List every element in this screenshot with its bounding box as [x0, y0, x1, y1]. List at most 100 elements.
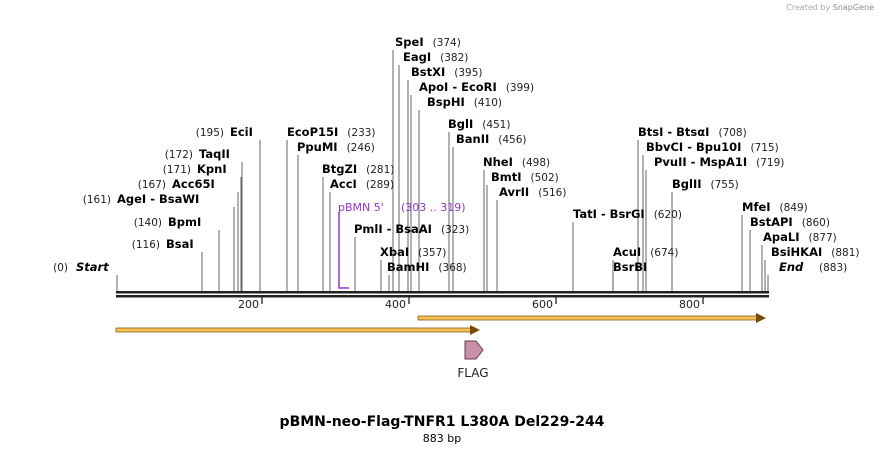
enzyme-position: (323)	[441, 224, 469, 236]
enzyme-site[interactable]: BsrBI	[613, 260, 647, 274]
enzyme-position: (674)	[650, 247, 678, 259]
enzyme-site[interactable]: BspHI (410)	[427, 95, 502, 109]
ruler-label-600: 600	[532, 298, 553, 311]
enzyme-site[interactable]: BbvCI - Bpu10I (715)	[646, 140, 779, 154]
enzyme-name: BtsI - BtsαI	[638, 125, 709, 139]
enzyme-position: (502)	[531, 172, 559, 184]
end-marker-name: Start	[76, 260, 109, 274]
enzyme-position: (399)	[506, 82, 534, 94]
enzyme-site[interactable]: AvrII (516)	[499, 185, 566, 199]
orf-1-arrowhead	[470, 325, 480, 335]
enzyme-name: MfeI	[742, 200, 771, 214]
enzyme-name: BspHI	[427, 95, 465, 109]
backbone-bottom-strand	[116, 295, 769, 298]
end-marker-name: End	[779, 260, 804, 274]
flag-arrow-shape	[464, 340, 484, 360]
enzyme-position: (395)	[454, 67, 482, 79]
enzyme-position: (708)	[718, 127, 746, 139]
enzyme-site[interactable]: BpmI (140)	[134, 215, 202, 229]
enzyme-position: (877)	[809, 232, 837, 244]
enzyme-position: (172)	[165, 149, 193, 161]
feature-flag[interactable]: FLAG	[457, 340, 489, 380]
enzyme-site[interactable]: KpnI (171)	[163, 162, 227, 176]
enzyme-site[interactable]: ApaLI (877)	[763, 230, 837, 244]
construct-length: 883 bp	[422, 432, 462, 445]
enzyme-site[interactable]: BsiHKAI (881)	[771, 245, 860, 259]
enzyme-position: (246)	[347, 142, 375, 154]
enzyme-site[interactable]: Acc65I (167)	[138, 177, 215, 191]
cut-site-labels: BsaI (116) BpmI (140) AgeI - BsaWI (161) Acc65…	[53, 35, 859, 274]
enzyme-site[interactable]: PpuMI (246)	[297, 140, 375, 154]
enzyme-site[interactable]: BsaI (116)	[132, 237, 194, 251]
enzyme-position: (374)	[433, 37, 461, 49]
enzyme-position: (456)	[498, 134, 526, 146]
enzyme-name: AvrII	[499, 185, 529, 199]
orf-arrow-1[interactable]	[115, 325, 480, 335]
primer-pbmn-5[interactable]: pBMN 5' (303 .. 319)	[338, 201, 466, 289]
enzyme-name: PmlI - BsaAI	[354, 222, 432, 236]
orf-2-body	[417, 315, 759, 321]
enzyme-name: BamHI	[387, 260, 429, 274]
enzyme-site[interactable]: BtsI - BtsαI (708)	[638, 125, 747, 139]
enzyme-name: KpnI	[197, 162, 227, 176]
enzyme-site[interactable]: BglII (755)	[672, 177, 739, 191]
enzyme-site[interactable]: BtgZI (281)	[322, 162, 394, 176]
enzyme-name: PvuII - MspA1I	[654, 155, 747, 169]
enzyme-site[interactable]: PvuII - MspA1I (719)	[654, 155, 784, 169]
sequence-start: Start (0)	[53, 260, 109, 274]
enzyme-site[interactable]: EcoP15I (233)	[287, 125, 376, 139]
primer-bracket	[338, 212, 349, 289]
enzyme-site[interactable]: PmlI - BsaAI (323)	[354, 222, 469, 236]
orf-2-arrowhead	[756, 313, 766, 323]
enzyme-name: BstXI	[411, 65, 445, 79]
enzyme-name: BbvCI - Bpu10I	[646, 140, 741, 154]
construct-title: pBMN-neo-Flag-TNFR1 L380A Del229-244	[279, 414, 605, 430]
enzyme-site[interactable]: BglI (451)	[448, 117, 510, 131]
enzyme-site[interactable]: EagI (382)	[403, 50, 468, 64]
enzyme-site[interactable]: SpeI (374)	[395, 35, 461, 49]
end-marker-position: (883)	[819, 262, 847, 274]
enzyme-position: (860)	[802, 217, 830, 229]
enzyme-site[interactable]: BstAPI (860)	[750, 215, 830, 229]
enzyme-position: (755)	[711, 179, 739, 191]
enzyme-position: (849)	[780, 202, 808, 214]
enzyme-name: BmtI	[491, 170, 522, 184]
enzyme-site[interactable]: XbaI (357)	[380, 245, 446, 259]
enzyme-name: XbaI	[380, 245, 409, 259]
enzyme-name: EciI	[230, 125, 253, 139]
enzyme-site[interactable]: AgeI - BsaWI (161)	[83, 192, 200, 206]
enzyme-site[interactable]: AcuI (674)	[613, 245, 678, 259]
enzyme-site[interactable]: MfeI (849)	[742, 200, 808, 214]
flag-label: FLAG	[457, 366, 488, 380]
enzyme-name: TaqII	[199, 147, 230, 161]
enzyme-position: (116)	[132, 239, 160, 251]
enzyme-site[interactable]: ApoI - EcoRI (399)	[419, 80, 534, 94]
orf-arrow-2[interactable]	[417, 313, 766, 323]
enzyme-name: NheI	[483, 155, 513, 169]
enzyme-site[interactable]: NheI (498)	[483, 155, 550, 169]
enzyme-name: AccI	[330, 177, 357, 191]
credit-prefix: Created by	[786, 3, 831, 12]
enzyme-site[interactable]: AccI (289)	[330, 177, 394, 191]
enzyme-site[interactable]: BanII (456)	[456, 132, 527, 146]
enzyme-position: (281)	[366, 164, 394, 176]
enzyme-site[interactable]: EciI (195)	[196, 125, 253, 139]
cut-site-lines	[116, 50, 769, 291]
enzyme-name: EagI	[403, 50, 431, 64]
enzyme-site[interactable]: TaqII (172)	[165, 147, 230, 161]
enzyme-site[interactable]: TatI - BsrGI (620)	[573, 207, 682, 221]
enzyme-site[interactable]: BmtI (502)	[491, 170, 559, 184]
enzyme-position: (719)	[756, 157, 784, 169]
enzyme-site[interactable]: BamHI (368)	[387, 260, 467, 274]
enzyme-position: (357)	[418, 247, 446, 259]
enzyme-position: (140)	[134, 217, 162, 229]
enzyme-name: EcoP15I	[287, 125, 338, 139]
enzyme-position: (161)	[83, 194, 111, 206]
enzyme-position: (620)	[654, 209, 682, 221]
enzyme-site[interactable]: BstXI (395)	[411, 65, 483, 79]
enzyme-position: (715)	[750, 142, 778, 154]
enzyme-name: AgeI - BsaWI	[117, 192, 199, 206]
enzyme-name: BtgZI	[322, 162, 357, 176]
enzyme-name: PpuMI	[297, 140, 338, 154]
